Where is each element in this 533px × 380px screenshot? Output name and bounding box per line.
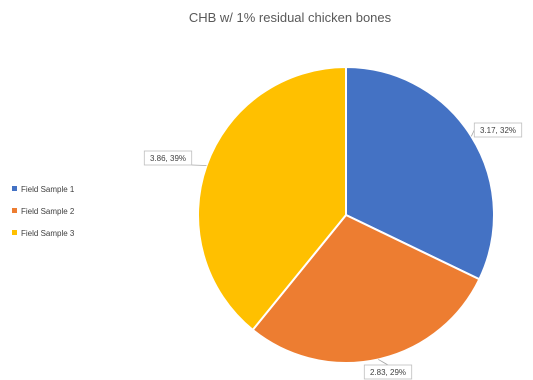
svg-text:3.17, 32%: 3.17, 32% — [480, 126, 516, 135]
leader-line-2 — [378, 359, 389, 366]
legend-item-3: Field Sample 3 — [12, 229, 75, 238]
legend-swatch — [12, 208, 17, 213]
data-labels: 3.17, 32% 2.83, 29% 3.86, 39% — [143, 122, 523, 380]
leader-line-1 — [470, 129, 475, 137]
data-label-3: 3.86, 39% — [143, 150, 193, 166]
legend-label: Field Sample 1 — [21, 185, 75, 194]
legend-swatch — [12, 186, 17, 191]
pie-slices — [196, 65, 495, 364]
chart-title: CHB w/ 1% residual chicken bones — [189, 10, 392, 25]
legend-item-1: Field Sample 1 — [12, 185, 75, 194]
leader-lines — [191, 129, 475, 366]
svg-text:3.86, 39%: 3.86, 39% — [150, 154, 186, 163]
legend-label: Field Sample 3 — [21, 229, 75, 238]
pie-slice-2 — [251, 213, 481, 364]
svg-text:2.83, 29%: 2.83, 29% — [370, 368, 406, 377]
legend: Field Sample 1 Field Sample 2 Field Sample… — [12, 185, 75, 238]
legend-swatch — [12, 230, 17, 235]
legend-label: Field Sample 2 — [21, 207, 75, 216]
pie-slice-1 — [345, 65, 495, 281]
data-label-1: 3.17, 32% — [473, 122, 523, 138]
legend-item-2: Field Sample 2 — [12, 207, 75, 216]
data-label-2: 2.83, 29% — [363, 364, 413, 380]
leader-line-3 — [191, 164, 207, 166]
